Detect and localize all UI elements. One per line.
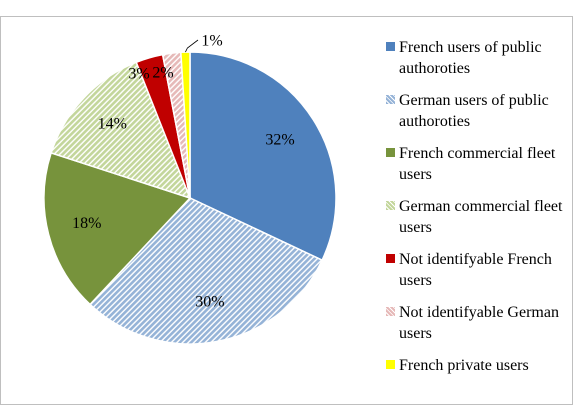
pie-slice — [43, 151, 192, 306]
legend-label: Not identifyable French users — [399, 251, 552, 289]
data-label: 2% — [152, 65, 173, 82]
legend-swatch — [386, 42, 395, 51]
pie-slice — [88, 197, 324, 345]
legend-label: French commercial fleet users — [399, 145, 556, 183]
legend-label: French users of public authoroties — [399, 39, 542, 77]
legend-swatch — [386, 201, 395, 210]
legend-swatch — [386, 307, 395, 316]
legend-label: German users of public authoroties — [399, 92, 549, 130]
legend-swatch — [386, 95, 395, 104]
data-label: 3% — [128, 66, 149, 83]
data-label: 1% — [201, 33, 222, 50]
legend-label: Not identifyable German users — [399, 304, 559, 342]
legend-label: French private users — [399, 357, 529, 374]
data-label: 18% — [72, 215, 101, 232]
data-label: 30% — [195, 293, 224, 310]
data-label: 14% — [98, 116, 127, 133]
data-label: 32% — [265, 132, 294, 149]
legend-swatch — [386, 360, 395, 369]
legend-label: German commercial fleet users — [399, 198, 563, 236]
leader-line — [185, 39, 199, 53]
pie-slice — [189, 51, 337, 262]
pie-slice — [50, 61, 192, 200]
legend-swatch — [386, 254, 395, 263]
legend-swatch — [386, 148, 395, 157]
